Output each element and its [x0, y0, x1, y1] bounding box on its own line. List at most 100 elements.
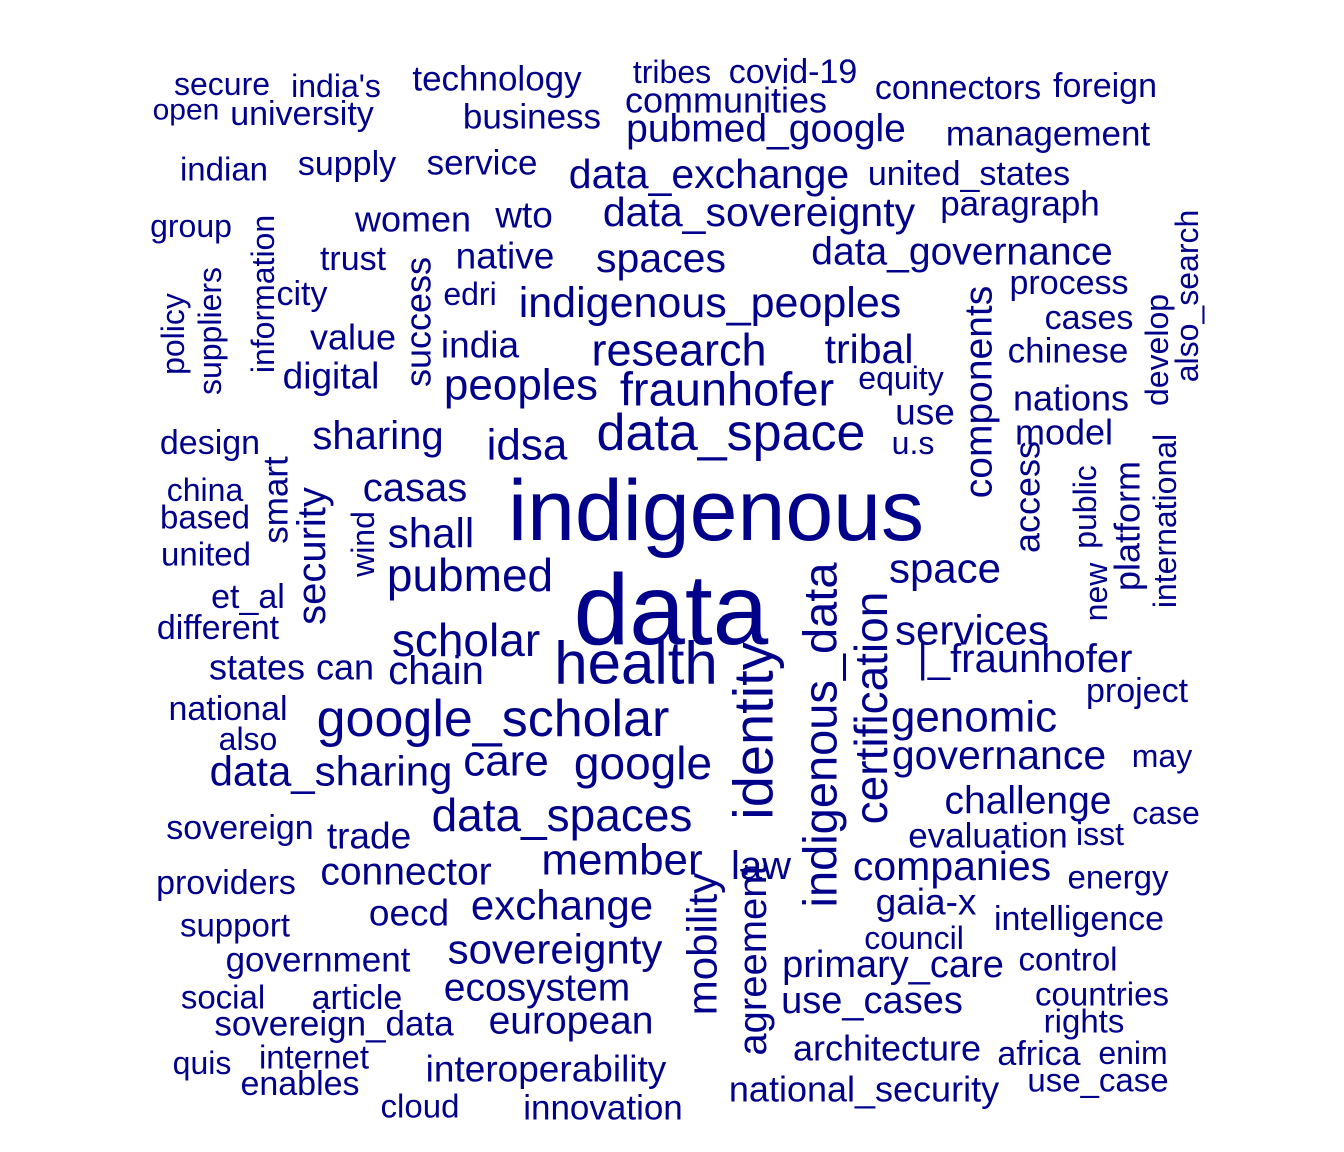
word-care: care — [463, 737, 549, 786]
word-can: can — [316, 647, 374, 688]
word-council: council — [864, 920, 964, 956]
word-connector: connector — [320, 851, 491, 894]
word-evaluation: evaluation — [908, 817, 1068, 856]
word-providers: providers — [156, 864, 296, 902]
word-project: project — [1086, 672, 1189, 710]
word-data-spaces: data_spaces — [432, 789, 693, 841]
word-public: public — [1067, 465, 1103, 549]
word-health: health — [554, 630, 717, 697]
word-mobility: mobility — [679, 873, 726, 1015]
word-enables: enables — [240, 1065, 359, 1103]
word-ecosystem: ecosystem — [444, 967, 630, 1010]
word-law: law — [731, 844, 791, 888]
word-open: open — [153, 94, 220, 127]
word-rights: rights — [1044, 1003, 1125, 1040]
word-national-security: national_security — [729, 1069, 999, 1110]
word-data-sharing: data_sharing — [210, 748, 453, 795]
word-paragraph: paragraph — [940, 185, 1100, 224]
word-wto: wto — [494, 195, 553, 236]
word-technology: technology — [412, 60, 582, 99]
word-smart: smart — [257, 456, 296, 544]
word-model: model — [1015, 412, 1113, 453]
word-companies: companies — [853, 843, 1051, 889]
word-cases: cases — [1045, 299, 1134, 337]
word-fraunhofer: fraunhofer — [620, 363, 834, 416]
word-also: also — [219, 721, 278, 757]
word-supply: supply — [298, 145, 396, 183]
word-tribal: tribal — [825, 326, 914, 372]
word-shall: shall — [388, 510, 474, 557]
word-develop: develop — [1139, 294, 1175, 406]
word-design: design — [160, 424, 260, 462]
word-governance: governance — [892, 732, 1106, 778]
word-chain: chain — [388, 649, 484, 693]
word-sovereignty: sovereignty — [448, 926, 663, 973]
word-edri: edri — [443, 276, 496, 312]
word-nations: nations — [1013, 378, 1129, 419]
word-may: may — [1132, 738, 1192, 774]
word-different: different — [157, 609, 280, 647]
word-enim: enim — [1098, 1035, 1167, 1071]
word-quis: quis — [173, 1045, 232, 1081]
word-india-s: india's — [291, 68, 381, 104]
word-et-al: et_al — [211, 578, 285, 616]
word-international: international — [1147, 434, 1183, 608]
word-connectors: connectors — [875, 69, 1041, 107]
word-value: value — [310, 317, 396, 358]
word-idsa: idsa — [487, 421, 568, 470]
word-india: india — [441, 325, 520, 366]
word-use: use — [895, 392, 955, 433]
word-city: city — [277, 275, 328, 313]
word-interoperability: interoperability — [426, 1049, 667, 1090]
word-article: article — [312, 979, 403, 1017]
word-space: space — [889, 545, 1001, 592]
word-support: support — [180, 907, 290, 944]
word-google-scholar: google_scholar — [317, 690, 670, 748]
word-indigenous-data: indigenous_data — [794, 562, 847, 908]
word-wind: wind — [345, 511, 381, 578]
word-national: national — [168, 690, 287, 728]
word-member: member — [541, 836, 702, 885]
word-states: states — [209, 647, 305, 688]
word-intelligence: intelligence — [994, 900, 1164, 938]
word-gaia-x: gaia-x — [876, 882, 977, 923]
word-u-s: u.s — [892, 425, 935, 461]
word-agreement: agreement — [731, 864, 775, 1055]
word-sovereign: sovereign — [166, 809, 313, 847]
word-based: based — [160, 499, 250, 536]
word-foreign: foreign — [1053, 67, 1157, 105]
word-information: information — [245, 215, 281, 373]
word-success: success — [398, 257, 439, 387]
word-equity: equity — [858, 360, 943, 396]
word-countries: countries — [1035, 976, 1169, 1013]
word-pubmed-google: pubmed_google — [626, 108, 906, 151]
word-architecture: architecture — [793, 1028, 981, 1069]
word-identity: identity — [722, 642, 785, 819]
word-exchange: exchange — [471, 882, 653, 929]
word-genomic: genomic — [891, 693, 1057, 742]
word-energy: energy — [1068, 859, 1169, 896]
word-security: security — [290, 487, 334, 625]
word-group: group — [150, 208, 232, 244]
word-indian: indian — [180, 151, 268, 188]
word-also-search: also_search — [1169, 210, 1205, 383]
word-use-cases: use_cases — [781, 980, 963, 1022]
word-management: management — [946, 115, 1151, 154]
word-data: data — [574, 554, 769, 666]
word-spaces: spaces — [596, 235, 726, 281]
word-chinese: chinese — [1008, 332, 1129, 371]
word-internet: internet — [259, 1039, 369, 1076]
word-new: new — [1078, 562, 1114, 622]
word-united: united — [161, 536, 251, 573]
word-european: european — [489, 1000, 654, 1043]
word-communities: communities — [625, 80, 827, 121]
word-trade: trade — [327, 816, 411, 857]
word-fraunhofer: |_fraunhofer — [918, 637, 1133, 681]
word-indigenous-peoples: indigenous_peoples — [519, 279, 902, 327]
word-services: services — [895, 607, 1049, 654]
word-casas: casas — [363, 466, 468, 510]
word-peoples: peoples — [444, 361, 598, 410]
word-research: research — [591, 325, 766, 376]
word-africa: africa — [997, 1035, 1080, 1073]
